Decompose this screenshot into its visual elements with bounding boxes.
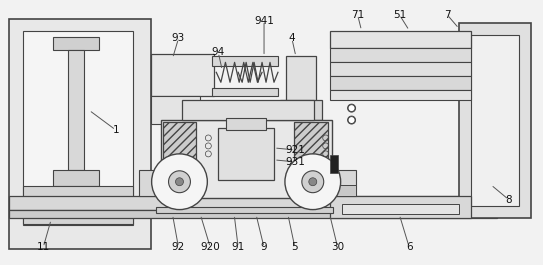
Text: 51: 51 [393, 10, 406, 20]
Text: 7: 7 [444, 10, 450, 20]
Circle shape [175, 178, 184, 186]
Circle shape [302, 171, 324, 193]
Text: 921: 921 [285, 145, 305, 155]
Bar [342, 204, 459, 214]
Circle shape [348, 116, 356, 124]
Text: 94: 94 [212, 47, 225, 58]
Bar [226, 118, 266, 130]
Bar [296, 120, 308, 160]
Bar [326, 185, 356, 196]
Bar [23, 186, 132, 223]
Bar [280, 100, 322, 120]
Polygon shape [294, 122, 328, 170]
Bar [150, 96, 200, 124]
Bar [161, 120, 332, 198]
Bar [330, 90, 471, 100]
Text: 941: 941 [254, 16, 274, 26]
Bar [471, 34, 519, 206]
Text: 91: 91 [231, 242, 245, 252]
Circle shape [168, 171, 191, 193]
Text: 6: 6 [406, 242, 413, 252]
Bar [459, 23, 531, 218]
Text: 1: 1 [112, 125, 119, 135]
Bar [330, 76, 471, 90]
Bar [330, 30, 471, 48]
Bar [330, 48, 471, 62]
Circle shape [348, 105, 355, 112]
Text: 4: 4 [288, 33, 295, 43]
Text: 5: 5 [292, 242, 298, 252]
Bar [286, 56, 316, 106]
Bar [326, 170, 356, 196]
Text: 30: 30 [331, 242, 344, 252]
Text: 71: 71 [351, 10, 364, 20]
Bar [150, 54, 214, 96]
Text: 92: 92 [172, 242, 185, 252]
Text: 9: 9 [261, 242, 267, 252]
Circle shape [309, 178, 317, 186]
Circle shape [151, 154, 207, 210]
Bar [212, 56, 278, 66]
Bar [138, 170, 162, 196]
Circle shape [348, 117, 355, 123]
Bar [330, 196, 471, 218]
Bar [9, 19, 150, 249]
Bar [330, 155, 338, 173]
Bar [68, 50, 84, 170]
Text: 8: 8 [506, 195, 512, 205]
Bar [330, 62, 471, 76]
Text: 11: 11 [36, 242, 50, 252]
Bar [53, 37, 99, 50]
Bar [9, 196, 497, 210]
Bar [23, 30, 132, 224]
Polygon shape [162, 122, 197, 170]
Bar [9, 210, 497, 218]
Bar [182, 100, 314, 120]
Bar [218, 128, 274, 180]
Bar [53, 170, 99, 186]
Bar [156, 207, 333, 213]
Text: 931: 931 [285, 157, 305, 167]
Text: 93: 93 [172, 33, 185, 43]
Circle shape [348, 104, 356, 112]
Bar [212, 88, 278, 96]
Text: 920: 920 [200, 242, 220, 252]
Circle shape [285, 154, 340, 210]
